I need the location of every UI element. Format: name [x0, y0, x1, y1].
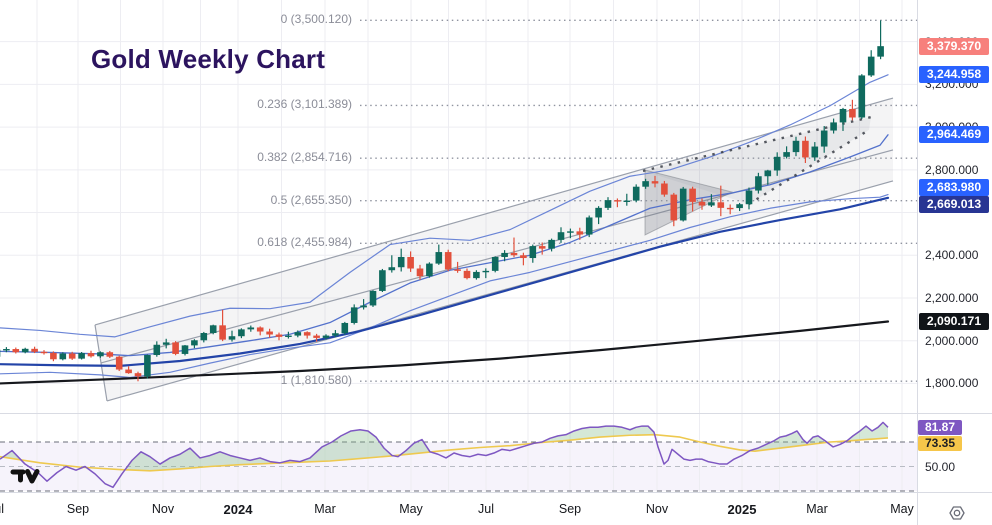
pane-settings-gear-icon[interactable] [944, 503, 970, 523]
tradingview-logo[interactable] [10, 467, 40, 486]
